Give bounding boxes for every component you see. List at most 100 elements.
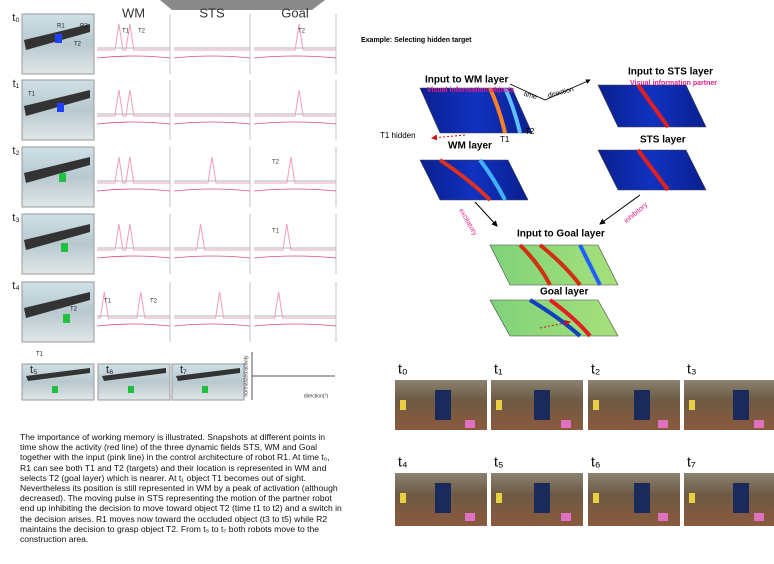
photo-label: t₆: [591, 454, 601, 470]
robot: [55, 34, 62, 43]
photo-object: [496, 493, 502, 503]
snapshot-label: T2: [74, 42, 82, 48]
activity-curve: [97, 56, 170, 58]
snapshot-label: R1: [57, 24, 65, 30]
graph-label: T2: [150, 299, 158, 305]
activity-curve: [97, 324, 170, 326]
graph-label: T1: [122, 29, 130, 35]
activity-curve: [174, 56, 250, 58]
photo-object: [689, 400, 695, 410]
field-map: [420, 160, 528, 200]
input-curve: [254, 292, 336, 318]
activity-curve: [174, 324, 250, 326]
photo-object: [465, 513, 475, 521]
input-curve: [97, 224, 170, 250]
input-curve: [97, 157, 170, 183]
photo-object: [658, 420, 668, 428]
robot: [202, 386, 208, 393]
layer-note: Visual information objects: [427, 87, 514, 94]
photo-label: t₂: [591, 361, 600, 377]
axis-label: normalized activity: [243, 355, 249, 397]
input-curve: [254, 24, 336, 50]
layer-title: Input to STS layer: [628, 67, 713, 78]
activity-curve: [97, 189, 170, 191]
input-curve: [97, 292, 170, 318]
layer-title: WM layer: [448, 141, 492, 152]
row-label: t₇: [180, 364, 187, 376]
example-label: Example: Selecting hidden target: [361, 37, 472, 44]
robot: [52, 386, 58, 393]
input-curve: [174, 292, 250, 318]
robot: [128, 386, 134, 393]
connection: [475, 202, 497, 226]
caption: The importance of working memory is illu…: [20, 432, 342, 544]
layer-title: Input to WM layer: [425, 75, 508, 86]
row-label: t₁: [13, 78, 20, 90]
column-header: STS: [199, 5, 225, 20]
row-label: t₂: [12, 145, 19, 157]
photo-label: t₀: [398, 361, 408, 377]
activity-curve: [174, 122, 250, 124]
axis-text: time: [523, 91, 538, 101]
activity-curve: [97, 122, 170, 124]
photo-label: t₅: [494, 454, 504, 470]
column-header: Goal: [281, 5, 309, 20]
input-curve: [254, 224, 336, 250]
axis-text: direction: [547, 86, 574, 100]
photo-object: [465, 420, 475, 428]
robot: [61, 243, 68, 252]
photo-robot: [435, 483, 451, 513]
photo-label: t₇: [687, 454, 696, 470]
input-curve: [97, 90, 170, 116]
page: WMSTSGoalt₀t₁t₂t₃t₄R1R2T1T2T1T2T1T1T2T2T…: [0, 0, 774, 564]
photo-robot: [733, 390, 749, 420]
row-label: t₅: [30, 364, 38, 376]
photo-object: [561, 420, 571, 428]
photo-robot: [435, 390, 451, 420]
layer-title: Input to Goal layer: [517, 229, 605, 240]
photo-object: [658, 513, 668, 521]
robot: [63, 314, 70, 323]
graph-label: T2: [138, 29, 146, 35]
photo-robot: [634, 390, 650, 420]
snapshot-label: T2: [70, 307, 78, 313]
annotation: T1 hidden: [380, 131, 416, 140]
snapshot-label: T1: [28, 42, 36, 48]
activity-curve: [254, 122, 336, 124]
snapshot-label: T1: [36, 352, 44, 358]
photo-robot: [534, 483, 550, 513]
photo-robot: [733, 483, 749, 513]
photo-object: [754, 420, 764, 428]
layer-title: STS layer: [640, 135, 686, 146]
photo-object: [496, 400, 502, 410]
photo-robot: [534, 390, 550, 420]
snapshot-label: T1: [28, 92, 36, 98]
photo-object: [593, 493, 599, 503]
activity-curve: [174, 256, 250, 258]
activity-curve: [174, 189, 250, 191]
photo-object: [400, 493, 406, 503]
activity-curve: [254, 189, 336, 191]
photo-robot: [634, 483, 650, 513]
row-label: t₄: [12, 280, 20, 292]
graph-label: T2: [298, 29, 306, 35]
snapshot-label: R2: [80, 24, 88, 30]
layer-title: Goal layer: [540, 287, 588, 298]
activity-curve: [254, 324, 336, 326]
marker-arrow: [432, 135, 465, 138]
layer-note: Visual information partner: [630, 80, 717, 87]
column-header: WM: [122, 5, 145, 20]
photo-label: t₁: [494, 361, 503, 377]
connection-label: excitatory: [457, 207, 478, 237]
graph-label: T1: [104, 299, 112, 305]
photo-object: [561, 513, 571, 521]
input-curve: [174, 224, 250, 250]
input-curve: [254, 90, 336, 116]
row-label: t₆: [106, 364, 114, 376]
input-curve: [174, 157, 250, 183]
annotation: T2: [525, 127, 535, 136]
photo-object: [754, 513, 764, 521]
axis-label: direction(°): [304, 393, 329, 399]
row-label: t₀: [12, 12, 20, 24]
activity-curve: [254, 56, 336, 58]
